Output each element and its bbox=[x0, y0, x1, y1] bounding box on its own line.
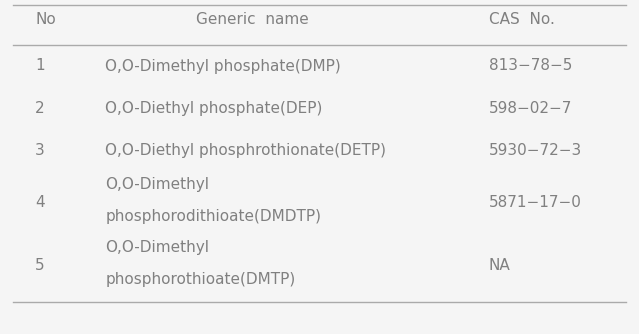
Text: phosphorodithioate(DMDTP): phosphorodithioate(DMDTP) bbox=[105, 209, 321, 224]
Text: O,O-Diethyl phosphate(DEP): O,O-Diethyl phosphate(DEP) bbox=[105, 101, 323, 116]
Text: 5930−72−3: 5930−72−3 bbox=[489, 143, 582, 158]
Text: 598−02−7: 598−02−7 bbox=[489, 101, 572, 116]
Text: phosphorothioate(DMTP): phosphorothioate(DMTP) bbox=[105, 272, 296, 287]
Text: 813−78−5: 813−78−5 bbox=[489, 58, 572, 73]
Text: O,O-Dimethyl: O,O-Dimethyl bbox=[105, 240, 210, 256]
Text: 3: 3 bbox=[35, 143, 45, 158]
Text: 1: 1 bbox=[35, 58, 45, 73]
Text: O,O-Diethyl phosphrothionate(DETP): O,O-Diethyl phosphrothionate(DETP) bbox=[105, 143, 387, 158]
Text: 5871−17−0: 5871−17−0 bbox=[489, 195, 581, 210]
Text: O,O-Dimethyl phosphate(DMP): O,O-Dimethyl phosphate(DMP) bbox=[105, 58, 341, 73]
Text: 2: 2 bbox=[35, 101, 45, 116]
Text: Generic  name: Generic name bbox=[196, 12, 309, 27]
Text: No: No bbox=[35, 12, 56, 27]
Text: 4: 4 bbox=[35, 195, 45, 210]
Text: NA: NA bbox=[489, 258, 511, 273]
Text: CAS  No.: CAS No. bbox=[489, 12, 555, 27]
Text: 5: 5 bbox=[35, 258, 45, 273]
Text: O,O-Dimethyl: O,O-Dimethyl bbox=[105, 177, 210, 192]
